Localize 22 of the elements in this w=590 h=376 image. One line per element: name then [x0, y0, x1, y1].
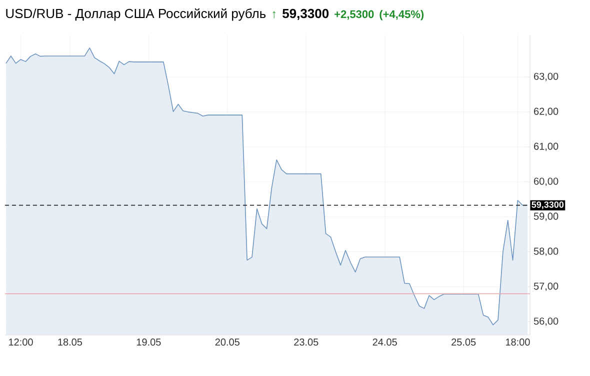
x-tick-label: 25.05 — [452, 338, 476, 346]
y-tick-label: 63,00 — [534, 72, 558, 82]
chart-title: USD/RUB - Доллар США Российский рубль — [6, 8, 266, 21]
y-tick-label: 59,00 — [534, 212, 558, 221]
x-tick-label: 12:00 — [9, 338, 33, 346]
x-tick-label: 18.05 — [58, 338, 82, 346]
x-tick-label: 24.05 — [372, 338, 397, 346]
x-tick-label: 23.05 — [294, 338, 318, 346]
y-tick-label: 58,00 — [534, 248, 558, 256]
x-tick-label: 18:00 — [506, 338, 530, 346]
text: (+4,45%) — [380, 10, 424, 20]
y-tick-label: 62,00 — [534, 108, 558, 116]
y-tick-label: 56,00 — [534, 318, 558, 326]
x-tick-label: 19.05 — [136, 338, 161, 346]
ref-line-label: 59,3300 — [532, 201, 564, 210]
text: ↑ — [272, 11, 276, 18]
y-tick-label: 60,00 — [534, 178, 558, 186]
text: 59,3300 — [282, 8, 329, 20]
y-tick-label: 57,00 — [534, 282, 558, 291]
text: +2,5300 — [334, 10, 374, 20]
x-tick-label: 20.05 — [215, 338, 240, 346]
y-tick-label: 61,00 — [534, 142, 558, 152]
